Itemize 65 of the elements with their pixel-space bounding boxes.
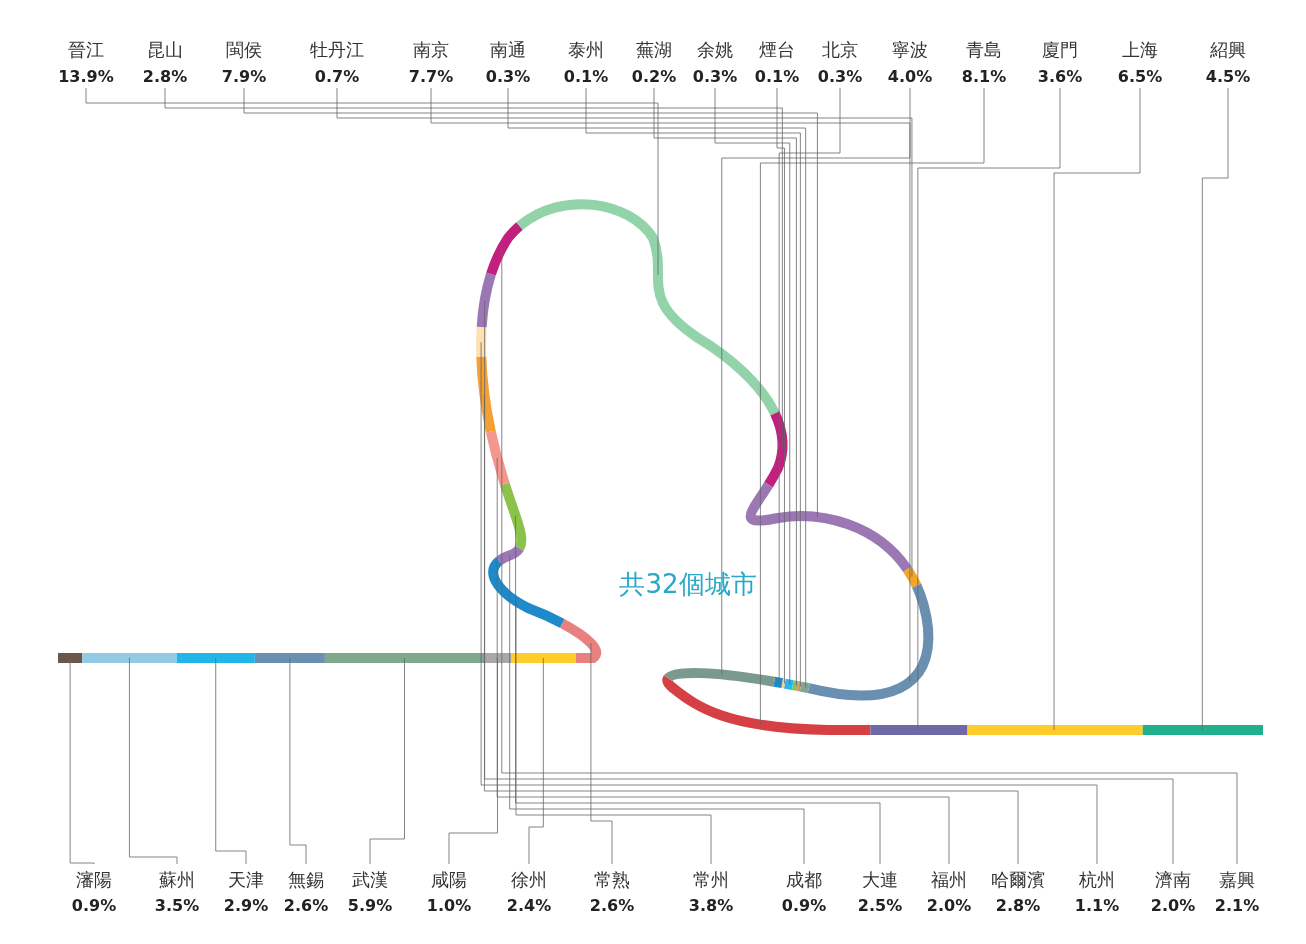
data-label: 0.2% (631, 67, 677, 86)
category-label: 煙台 (759, 39, 795, 60)
category-label: 武漢 (352, 869, 388, 890)
data-label: 1.1% (1074, 896, 1120, 915)
data-label: 2.9% (223, 896, 269, 915)
data-label: 2.6% (283, 896, 329, 915)
category-label: 泰州 (568, 39, 604, 60)
category-label: 廈門 (1042, 39, 1078, 60)
category-label: 嘉興 (1219, 869, 1255, 890)
data-label: 1.0% (426, 896, 472, 915)
category-label: 上海 (1122, 39, 1158, 60)
data-label: 2.0% (926, 896, 972, 915)
category-label: 紹興 (1209, 39, 1246, 60)
category-label: 哈爾濱 (991, 869, 1045, 890)
data-label: 3.5% (154, 896, 200, 915)
category-label: 昆山 (147, 39, 183, 60)
data-label: 4.0% (887, 67, 933, 86)
data-label: 2.6% (589, 896, 635, 915)
data-label: 0.1% (754, 67, 800, 86)
category-label: 天津 (228, 869, 264, 890)
data-label: 0.9% (71, 896, 117, 915)
category-label: 余姚 (697, 39, 733, 60)
data-label: 0.7% (314, 67, 360, 86)
data-label: 13.9% (58, 67, 114, 86)
category-label: 濟南 (1155, 869, 1191, 890)
data-label: 0.3% (817, 67, 863, 86)
data-label: 7.9% (221, 67, 267, 86)
category-label: 北京 (822, 39, 858, 60)
data-label: 4.5% (1205, 67, 1251, 86)
category-label: 蘇州 (159, 869, 195, 890)
category-label: 成都 (786, 869, 822, 890)
data-label: 7.7% (408, 67, 454, 86)
category-label: 牡丹江 (310, 39, 364, 60)
data-label: 2.8% (142, 67, 188, 86)
category-label: 瀋陽 (76, 869, 112, 890)
data-label: 0.3% (692, 67, 738, 86)
data-label: 2.4% (506, 896, 552, 915)
data-label: 6.5% (1117, 67, 1163, 86)
data-label: 8.1% (961, 67, 1007, 86)
data-label: 3.6% (1037, 67, 1083, 86)
category-label: 杭州 (1078, 869, 1115, 890)
data-label: 2.8% (995, 896, 1041, 915)
data-label: 0.9% (781, 896, 827, 915)
category-label: 寧波 (892, 39, 928, 60)
data-label: 2.1% (1214, 896, 1260, 915)
category-label: 蕪湖 (636, 39, 672, 60)
category-label: 咸陽 (431, 869, 467, 890)
data-label: 2.5% (857, 896, 903, 915)
data-label: 2.0% (1150, 896, 1196, 915)
category-label: 閩侯 (226, 39, 262, 60)
data-label: 0.3% (485, 67, 531, 86)
category-label: 福州 (931, 869, 967, 890)
data-label: 5.9% (347, 896, 393, 915)
category-label: 南通 (490, 39, 526, 60)
category-label: 無錫 (288, 869, 324, 890)
category-label: 徐州 (511, 869, 547, 890)
category-label: 晉江 (68, 39, 104, 60)
category-label: 青島 (966, 39, 1002, 60)
category-label: 南京 (413, 39, 449, 60)
category-label: 常熟 (594, 869, 630, 890)
data-label: 3.8% (688, 896, 734, 915)
text: 共32個城市 (619, 569, 757, 599)
category-label: 常州 (693, 869, 729, 890)
category-label: 大連 (862, 869, 898, 890)
data-label: 0.1% (563, 67, 609, 86)
